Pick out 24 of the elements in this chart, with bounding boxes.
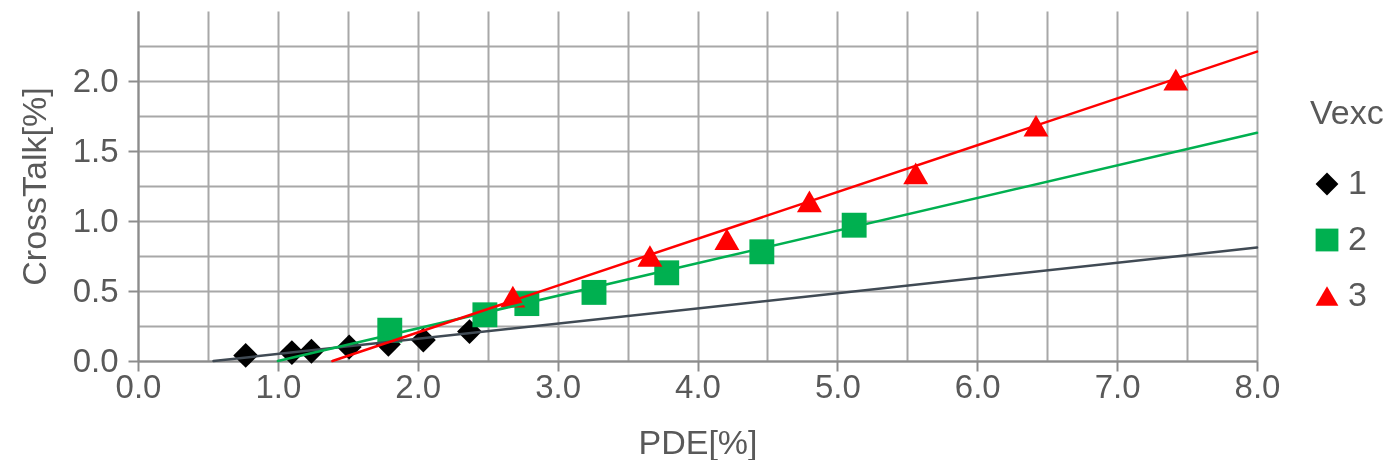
point	[714, 228, 740, 250]
y-tick-label: 1.5	[72, 131, 119, 169]
x-tick-label: 4.0	[675, 367, 721, 405]
x-tick-label: 2.0	[395, 367, 442, 405]
point	[1023, 115, 1049, 137]
point	[637, 245, 663, 267]
x-tick-label: 8.0	[1234, 367, 1281, 405]
y-tick-label: 2.0	[72, 61, 119, 99]
legend-label: 2	[1348, 219, 1367, 257]
x-tick-label: 7.0	[1094, 367, 1141, 405]
point	[749, 239, 775, 265]
y-axis-title: CrossTalk[%]	[14, 87, 53, 286]
x-tick-label: 5.0	[814, 367, 861, 405]
x-tick-label: 1.0	[255, 367, 302, 405]
x-axis-title: PDE[%]	[638, 422, 758, 461]
legend-label: 1	[1348, 163, 1367, 201]
y-tick-label: 0.5	[72, 271, 119, 309]
point	[903, 162, 929, 185]
y-tick-label: 1.0	[72, 201, 119, 239]
point	[841, 212, 867, 238]
x-tick-label: 6.0	[954, 367, 1001, 405]
legend-label: 3	[1348, 275, 1367, 313]
legend-title: Vexc	[1310, 93, 1384, 131]
x-tick-label: 3.0	[535, 367, 582, 405]
